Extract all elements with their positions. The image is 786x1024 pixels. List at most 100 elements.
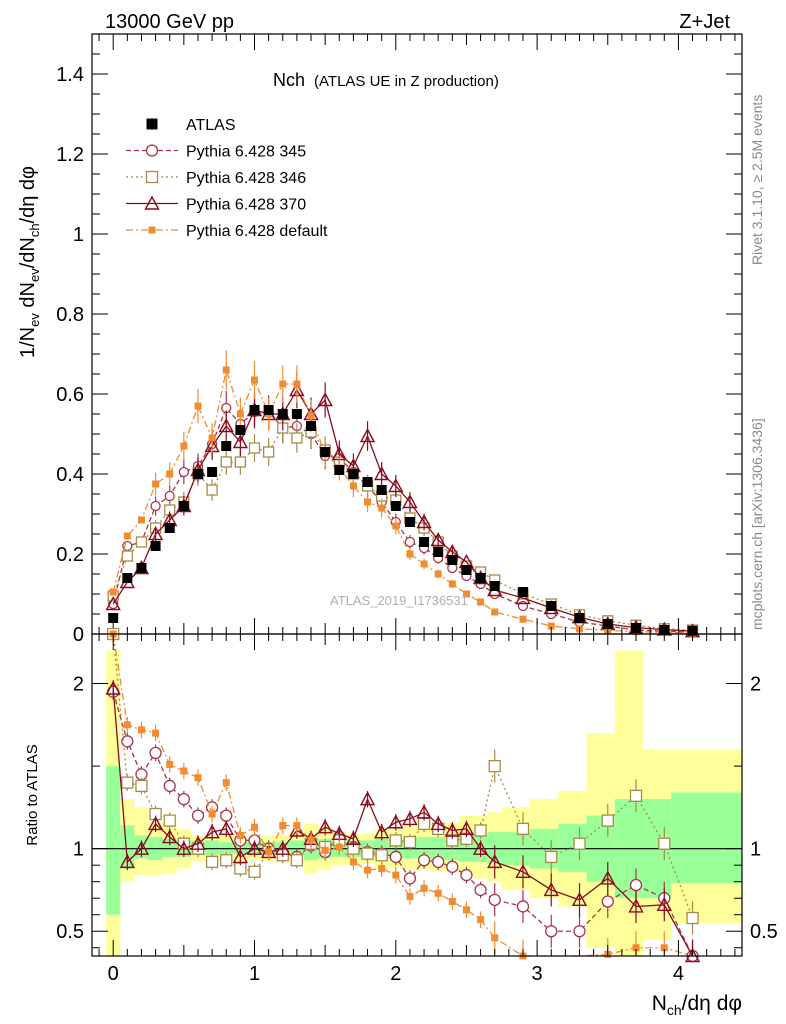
main-point-data [517, 587, 528, 597]
main-line-p346 [112, 427, 693, 631]
ratio-point-p370 [543, 881, 559, 897]
main-ylabel: 1/Nev dNev/dNch/dη dφ [17, 166, 42, 358]
ratio-point-p370 [345, 830, 362, 845]
main-point-p346 [262, 446, 275, 458]
legend-marker-p370 [144, 195, 160, 210]
ratio-point-p370 [317, 819, 333, 834]
legend-label-p345: Pythia 6.428 345 [186, 144, 306, 161]
ratio-point-p370 [402, 810, 418, 826]
main-point-p370 [373, 466, 390, 481]
main-point-data [136, 563, 147, 573]
ratio-xlabel: Nch/dη dφ [652, 992, 742, 1018]
ratio-point-p345 [163, 779, 176, 793]
ratio-point-p345 [573, 925, 586, 938]
main-point-data [192, 469, 203, 479]
main-point-data [122, 573, 133, 583]
ratio-point-pdef [321, 846, 329, 854]
main-point-p346 [220, 456, 232, 468]
legend-item-p346: Pythia 6.428 346 [126, 170, 306, 187]
main-point-pdef [307, 412, 315, 420]
ratio-point-p370 [656, 896, 672, 912]
main-point-pdef [547, 622, 555, 630]
main-point-p345 [150, 500, 161, 512]
ratio-point-p346 [686, 911, 699, 925]
ratio-point-p346 [248, 865, 261, 878]
main-point-data [475, 573, 486, 583]
main-point-data [207, 467, 218, 477]
main-point-pdef [123, 532, 131, 540]
legend: ATLAS Pythia 6.428 345 Pythia 6.428 346 Pyt… [126, 117, 328, 240]
ratio-point-p370 [119, 853, 136, 869]
main-point-data [419, 537, 430, 547]
ratio-point-pdef [335, 843, 343, 851]
plot-title: Nch (ATLAS UE in Z production) [273, 70, 499, 90]
ratio-ytick-label-left: 2 [73, 674, 84, 696]
main-point-p370 [402, 494, 418, 509]
legend-marker-pdef [148, 226, 156, 234]
band-inner [219, 842, 234, 854]
legend-label-p346: Pythia 6.428 346 [186, 170, 306, 187]
ratio-point-p345 [191, 809, 205, 822]
band-inner [205, 840, 220, 856]
main-panel: 0 0.2 0.4 0.6 0.8 1 1.2 1.4 ATLAS_2019_I1736531… [17, 33, 743, 646]
ratio-point-p370 [472, 840, 489, 855]
ratio-panel: 0.5 0.5 1 1 2 2 0 1 2 3 4 Ratio to ATLAS Nch/dη dφ [24, 627, 778, 1018]
main-point-data [404, 517, 415, 527]
ratio-point-pdef [448, 898, 456, 906]
ratio-point-p370 [190, 835, 206, 850]
main-point-p370 [515, 590, 531, 605]
ratio-point-p345 [121, 735, 134, 748]
ratio-point-p345 [432, 855, 445, 869]
main-point-data [461, 565, 472, 575]
ratio-point-pdef [293, 822, 301, 830]
legend-label-pdef: Pythia 6.428 default [186, 223, 328, 240]
ratio-point-p370 [430, 815, 446, 831]
header-left: 13000 GeV pp [105, 11, 234, 33]
ratio-xtick-label: 3 [532, 963, 543, 985]
band-inner [106, 766, 121, 915]
ratio-point-p346 [121, 776, 134, 789]
ratio-point-pdef [420, 884, 428, 892]
ratio-point-p346 [545, 850, 558, 864]
main-point-pdef [279, 380, 287, 388]
main-ytick-label: 1.2 [56, 144, 84, 166]
ratio-point-p345 [629, 878, 643, 892]
ratio-point-p370 [218, 820, 234, 836]
main-point-data [546, 601, 557, 611]
main-point-p370 [416, 514, 432, 529]
ratio-ytick-label-right: 0.5 [750, 921, 778, 943]
ratio-point-p345 [516, 900, 530, 913]
ratio-point-p370 [289, 822, 305, 837]
ratio-point-p346 [658, 837, 671, 850]
main-point-data [376, 485, 387, 495]
main-point-p370 [232, 434, 249, 449]
main-point-pdef [208, 434, 216, 442]
ratio-point-pdef [137, 726, 145, 734]
plot-title-sub: (ATLAS UE in Z production) [314, 73, 499, 90]
ratio-point-p370 [600, 870, 616, 885]
ratio-point-p370 [359, 791, 376, 806]
ratio-point-p370 [275, 840, 291, 855]
ratio-point-p370 [246, 840, 263, 855]
main-ytick-label: 0 [73, 624, 84, 646]
ratio-point-p346 [135, 779, 148, 793]
legend-item-data: ATLAS [146, 117, 236, 134]
main-point-data [178, 501, 189, 511]
main-point-data [150, 541, 161, 551]
main-point-data [574, 613, 585, 623]
main-point-p370 [147, 526, 164, 541]
ratio-point-p345 [488, 893, 501, 907]
ratio-point-pdef [434, 889, 442, 897]
side-label-rivet: Rivet 3.1.10, ≥ 2.5M events [749, 95, 765, 265]
main-point-pdef [477, 598, 485, 606]
main-point-pdef [293, 380, 301, 388]
ratio-point-p346 [488, 759, 501, 773]
ratio-point-p345 [545, 925, 558, 938]
ratio-point-p346 [361, 847, 374, 860]
ratio-point-p370 [628, 898, 644, 913]
main-point-p346 [234, 456, 247, 468]
ratio-ytick-label-right: 2 [750, 674, 761, 696]
main-point-pdef [166, 470, 174, 478]
main-point-data [291, 409, 302, 419]
